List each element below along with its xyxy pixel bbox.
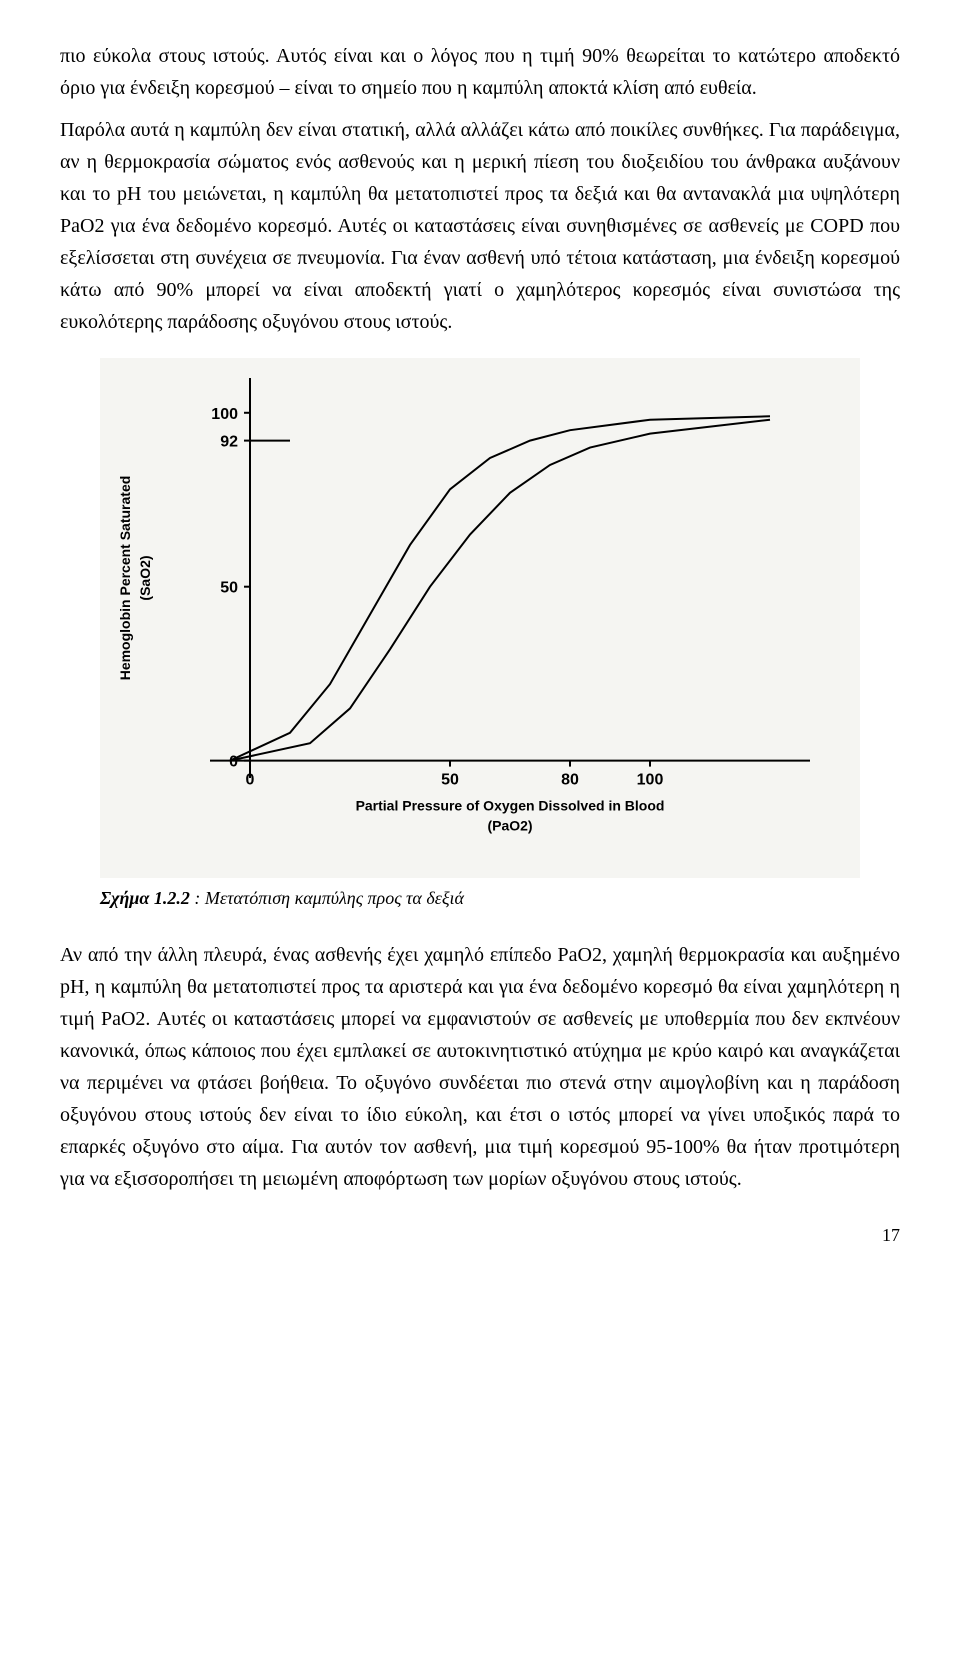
- svg-text:0: 0: [229, 754, 238, 771]
- svg-text:(PaO2): (PaO2): [487, 818, 532, 834]
- svg-text:100: 100: [211, 406, 238, 423]
- dissociation-curve-chart: 0 50 92 100 0 50 80 100 Partial Pressure of Oxyg…: [100, 358, 860, 878]
- figure-caption: Σχήμα 1.2.2 : Μετατόπιση καμπύλης προς τ…: [100, 888, 860, 909]
- body-paragraph-3: Αν από την άλλη πλευρά, ένας ασθενής έχε…: [60, 939, 900, 1195]
- svg-text:92: 92: [220, 434, 238, 451]
- svg-text:Partial Pressure of Oxygen Dis: Partial Pressure of Oxygen Dissolved in …: [356, 798, 665, 814]
- svg-text:50: 50: [220, 580, 238, 597]
- body-paragraph-2: Παρόλα αυτά η καμπύλη δεν είναι στατική,…: [60, 114, 900, 338]
- caption-label: Σχήμα 1.2.2: [100, 888, 190, 908]
- caption-text: : Μετατόπιση καμπύλης προς τα δεξιά: [190, 888, 464, 908]
- figure-container: 0 50 92 100 0 50 80 100 Partial Pressure of Oxyg…: [100, 358, 860, 878]
- svg-text:100: 100: [637, 772, 664, 789]
- svg-text:(SaO2): (SaO2): [137, 555, 153, 600]
- svg-text:0: 0: [246, 772, 255, 789]
- svg-text:50: 50: [441, 772, 459, 789]
- page-number: 17: [60, 1225, 900, 1246]
- svg-text:80: 80: [561, 772, 579, 789]
- svg-text:Hemoglobin Percent Saturated: Hemoglobin Percent Saturated: [117, 476, 133, 681]
- body-paragraph-1: πιο εύκολα στους ιστούς. Αυτός είναι και…: [60, 40, 900, 104]
